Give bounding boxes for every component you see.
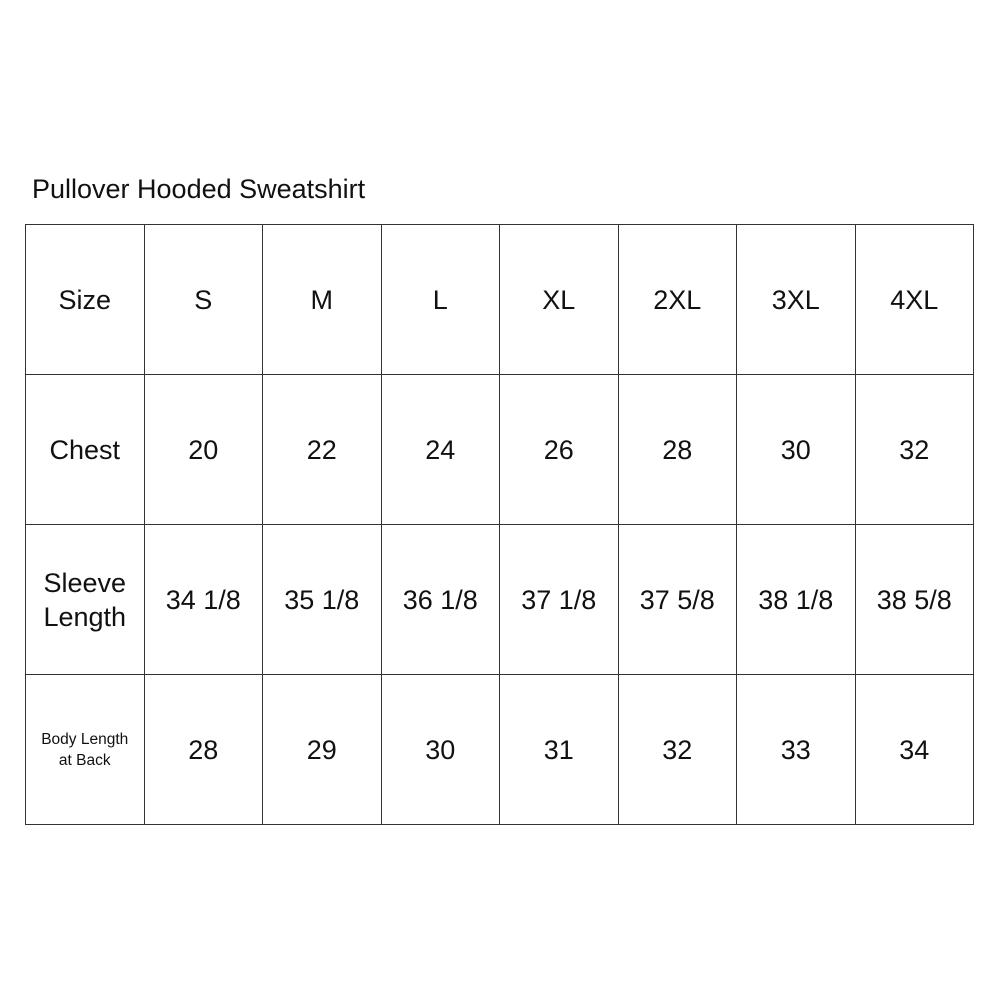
table-cell: 24 (380, 374, 500, 525)
row-header-line: Body Length (41, 730, 129, 748)
row-header-line: at Back (58, 751, 111, 769)
table-row: Chest 20 22 24 26 28 30 32 (25, 374, 974, 525)
table-cell: 35 1/8 (262, 524, 382, 675)
table-cell: 31 (499, 674, 619, 825)
size-header-cell: XL (499, 224, 619, 375)
chart-title: Pullover Hooded Sweatshirt (32, 174, 366, 204)
table-cell: 20 (143, 374, 263, 525)
row-header-line: Size (58, 284, 112, 315)
table-cell: 34 (854, 674, 974, 825)
size-header-cell: 2XL (617, 224, 737, 375)
row-header: Sleeve Length (25, 524, 145, 675)
size-header-cell: S (143, 224, 263, 375)
row-header-line: Chest (49, 434, 121, 465)
table-cell: 32 (617, 674, 737, 825)
table-cell: 26 (499, 374, 619, 525)
row-header: Body Length at Back (25, 674, 145, 825)
table-cell: 33 (736, 674, 856, 825)
table-cell: 22 (262, 374, 382, 525)
table-cell: 34 1/8 (143, 524, 263, 675)
table-cell: 38 1/8 (736, 524, 856, 675)
table-cell: 29 (262, 674, 382, 825)
size-header-cell: 4XL (854, 224, 974, 375)
table-cell: 37 1/8 (499, 524, 619, 675)
table-cell: 36 1/8 (380, 524, 500, 675)
row-header: Size (25, 224, 145, 375)
table-cell: 30 (736, 374, 856, 525)
row-header-line: Sleeve (43, 567, 127, 598)
table-cell: 28 (617, 374, 737, 525)
size-chart-table: Size S M L XL 2XL 3XL 4XL Chest 20 22 24 26 28 30 32 Sle… (25, 224, 974, 825)
table-cell: 28 (143, 674, 263, 825)
size-header-cell: 3XL (736, 224, 856, 375)
table-cell: 38 5/8 (854, 524, 974, 675)
table-cell: 30 (380, 674, 500, 825)
size-header-cell: M (262, 224, 382, 375)
row-header: Chest (25, 374, 145, 525)
table-row: Size S M L XL 2XL 3XL 4XL (25, 224, 974, 375)
table-cell: 32 (854, 374, 974, 525)
row-header-line: Length (43, 601, 127, 632)
table-cell: 37 5/8 (617, 524, 737, 675)
table-row: Sleeve Length 34 1/8 35 1/8 36 1/8 37 1/8 37 5… (25, 524, 974, 675)
table-row: Body Length at Back 28 29 30 31 32 33 34 (25, 674, 974, 825)
size-header-cell: L (380, 224, 500, 375)
